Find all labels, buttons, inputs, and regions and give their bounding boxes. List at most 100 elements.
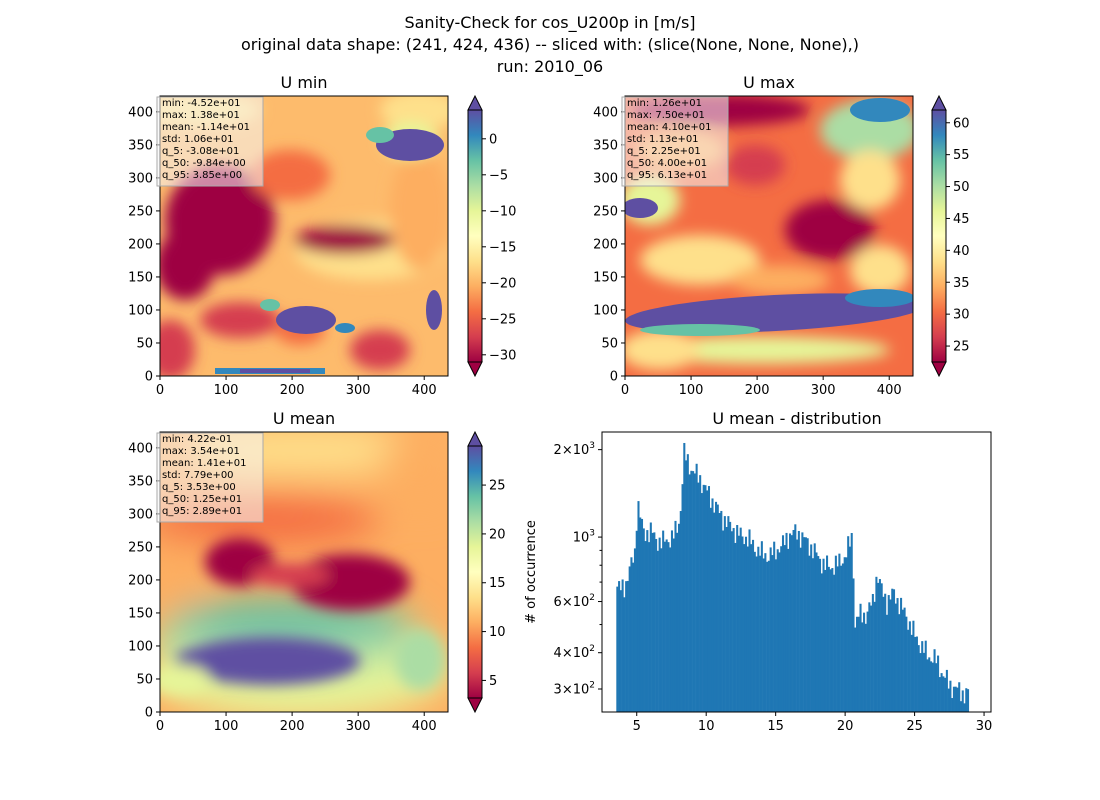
stats-box: min: -4.52e+01 max: 1.38e+01 mean: -1.14… xyxy=(156,96,264,187)
histogram-bar xyxy=(633,548,636,712)
histogram-bar xyxy=(868,602,871,712)
histogram-bar xyxy=(692,471,695,712)
histogram-bar xyxy=(951,698,954,712)
colorbar-tick-label: 10 xyxy=(489,625,506,640)
histogram-bar xyxy=(806,538,809,712)
histogram-bar xyxy=(706,490,709,712)
histogram-bar xyxy=(752,539,755,712)
suptitle-line-2: original data shape: (241, 424, 436) -- … xyxy=(241,35,859,54)
y-tick-label: 250 xyxy=(128,540,153,555)
histogram-bar xyxy=(963,703,966,712)
histogram-bar xyxy=(836,566,839,712)
y-tick-label: 2×103 xyxy=(554,441,595,458)
axes-frame xyxy=(159,95,449,377)
histogram-bar xyxy=(803,537,806,712)
x-tick-label: 100 xyxy=(679,383,704,398)
histogram-bar xyxy=(736,525,739,712)
histogram-bar xyxy=(937,655,940,712)
histogram-bar xyxy=(656,550,659,712)
histogram-bar xyxy=(700,493,703,712)
histogram-bar xyxy=(679,511,682,712)
y-tick-label: 103 xyxy=(573,529,595,546)
histogram-bar xyxy=(898,614,901,712)
histogram-bar xyxy=(863,612,866,712)
y-axis-label: # of occurrence xyxy=(524,520,539,624)
panel-u-max: U max 0 100 200 300 4 xyxy=(593,73,969,398)
histogram-bar xyxy=(753,551,756,712)
colorbar-tick-label: 30 xyxy=(953,308,970,323)
histogram-bar xyxy=(908,621,911,712)
stat-line: q_5: 3.53e+00 xyxy=(162,482,236,493)
x-tick-label: 400 xyxy=(877,383,902,398)
y-tick-label: 50 xyxy=(136,672,153,687)
histogram-bar xyxy=(804,537,807,712)
stat-line: q_95: 2.89e+01 xyxy=(162,506,242,517)
stat-line: q_50: -9.84e+00 xyxy=(162,158,246,169)
histogram-bar xyxy=(829,569,832,712)
histogram-bar xyxy=(848,546,851,712)
histogram-bar xyxy=(744,536,748,712)
colorbar-tick-label: 15 xyxy=(489,576,506,591)
suptitle-line-1: Sanity-Check for cos_U200p in [m/s] xyxy=(404,13,695,33)
histogram-bar xyxy=(838,553,841,712)
colorbar-tick-label: 45 xyxy=(953,212,970,227)
stat-line: max: 3.54e+01 xyxy=(162,446,240,457)
axes-frame xyxy=(624,95,914,377)
histogram-bar xyxy=(811,558,814,712)
histogram-bar xyxy=(639,517,642,712)
stat-line: mean: -1.14e+01 xyxy=(162,122,250,133)
histogram-bar xyxy=(882,596,885,712)
x-axis: 0 100 200 300 400 xyxy=(156,712,437,734)
histogram-bar xyxy=(762,558,765,712)
histogram-bar xyxy=(625,581,628,712)
x-axis: 5 10 15 20 25 30 xyxy=(633,712,992,734)
histogram-bar xyxy=(891,588,894,712)
histogram-bar xyxy=(801,532,804,712)
colorbar-tick-label: 20 xyxy=(489,527,506,542)
colorbar-ticks: 5 10 15 20 25 xyxy=(482,479,506,689)
y-tick-label: 300 xyxy=(128,171,153,186)
histogram-bar xyxy=(653,532,656,712)
histogram-bars xyxy=(616,442,970,712)
histogram-bar xyxy=(646,530,649,712)
histogram-bar xyxy=(921,641,924,712)
histogram-bar xyxy=(759,555,762,712)
histogram-bar xyxy=(790,535,793,712)
histogram-bar xyxy=(861,622,864,712)
y-tick-label: 300 xyxy=(593,171,618,186)
histogram-bar xyxy=(885,614,888,712)
histogram-bar xyxy=(892,589,896,712)
histogram-bar xyxy=(723,516,726,712)
stat-line: min: 1.26e+01 xyxy=(627,98,702,109)
colorbar-max-extend xyxy=(467,94,483,111)
histogram-bar xyxy=(871,593,874,712)
histogram-bar xyxy=(884,593,887,712)
axes-frame xyxy=(601,431,992,713)
histogram-bar xyxy=(623,597,626,712)
histogram-bar xyxy=(949,680,952,712)
histogram-bar xyxy=(933,649,936,712)
histogram-bar xyxy=(686,454,689,712)
histogram-bar xyxy=(769,547,772,712)
histogram-bar xyxy=(919,653,922,712)
histogram-bar xyxy=(725,526,728,712)
histogram-bar xyxy=(741,536,744,712)
panel-title: U max xyxy=(743,73,795,92)
colorbar-tick-label: 25 xyxy=(953,340,970,355)
histogram-bar xyxy=(632,562,635,712)
histogram-bar xyxy=(699,475,702,712)
histogram-bar xyxy=(774,559,777,712)
histogram-bar xyxy=(662,530,665,712)
histogram-bar xyxy=(864,623,867,712)
histogram-bar xyxy=(944,677,947,712)
histogram-bar xyxy=(930,661,933,712)
colorbar: 0 −5 −10 −15 −20 −25 −30 xyxy=(467,94,516,378)
x-tick-label: 5 xyxy=(633,719,641,734)
histogram-bar xyxy=(967,689,970,712)
stats-box: min: 1.26e+01 max: 7.50e+01 mean: 4.10e+… xyxy=(621,96,729,187)
histogram-bar xyxy=(616,586,619,712)
y-tick-label: 0 xyxy=(145,370,153,385)
y-tick-label: 3×102 xyxy=(554,680,595,697)
colorbar-tick-label: −20 xyxy=(489,276,516,291)
y-tick-label: 50 xyxy=(601,336,618,351)
